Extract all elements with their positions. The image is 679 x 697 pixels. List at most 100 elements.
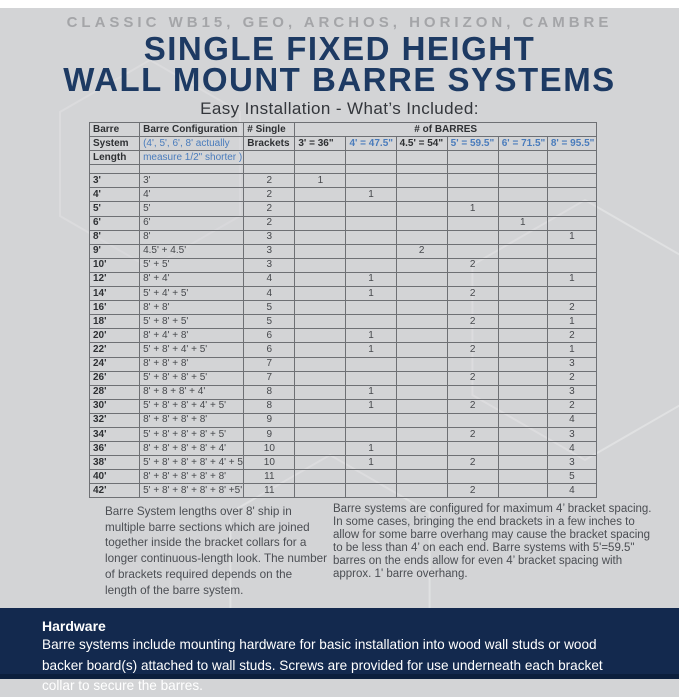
cell-barre-count-2 [395, 342, 448, 358]
cell-barre-count-3 [446, 412, 499, 428]
cell-barre-count-1: 1 [345, 328, 397, 344]
cell-barre-count-2 [395, 328, 448, 344]
header-col2-line3: measure 1/2" shorter ) [139, 150, 245, 166]
cell-length: 9' [88, 243, 141, 259]
cell-barre-count-4 [497, 398, 548, 414]
cell-barre-count-2 [395, 426, 448, 443]
cell-barre-count-4 [497, 328, 548, 344]
page-subtitle: Easy Installation - What’s Included: [200, 99, 479, 118]
cell-configuration: 6' [139, 215, 245, 231]
cell-configuration: 5' + 8' + 8' + 8' + 4' + 5' [139, 455, 245, 471]
table-row: 32' 8' + 8' + 8' + 8' 9 4 [88, 412, 598, 428]
cell-barre-count-5: 4 [546, 441, 598, 457]
hardware-section: Hardware Barre systems include mounting … [0, 608, 679, 693]
cell-barre-count-1: 1 [345, 384, 397, 400]
cell-length: 20' [88, 328, 141, 344]
cell-barre-count-4 [497, 187, 548, 203]
table-row: 20' 8' + 4' + 8' 6 1 2 [88, 328, 598, 344]
header-barre-size-1: 4' = 47.5" [345, 136, 397, 152]
cell-barre-count-2 [395, 187, 448, 203]
cell-brackets: 4 [243, 271, 296, 288]
cell-barre-count-5: 4 [546, 412, 598, 428]
cell-length: 36' [88, 441, 141, 457]
header-col3-line1: # Single [243, 121, 296, 138]
cell-barre-count-2 [395, 173, 448, 189]
cell-brackets: 8 [243, 384, 296, 400]
cell-brackets: 7 [243, 370, 296, 386]
hardware-body: Barre systems include mounting hardware … [42, 637, 603, 693]
cell-barre-count-0 [294, 370, 347, 386]
table-header-row-3: Length measure 1/2" shorter ) [88, 150, 598, 166]
cell-configuration: 5' + 8' + 8' + 4' + 5' [139, 398, 245, 414]
cell-barre-count-1 [345, 483, 397, 499]
cell-barre-count-2 [395, 257, 448, 273]
cell-barre-count-5: 1 [546, 229, 598, 245]
cell-barre-count-5: 4 [546, 483, 598, 499]
cell-barre-count-1: 1 [345, 187, 397, 203]
cell-configuration: 5' + 8' + 4' + 5' [139, 342, 245, 358]
header-barre-size-4: 6' = 71.5" [497, 136, 548, 152]
table-header-row-1: Barre Barre Configuration # Single # of … [88, 121, 597, 138]
note-bracket-spacing: Barre systems are configured for maximum… [333, 503, 652, 581]
cell-barre-count-3: 2 [446, 370, 499, 386]
cell-barre-count-1 [345, 215, 397, 231]
cell-barre-count-4 [497, 455, 548, 471]
cell-barre-count-5 [546, 187, 598, 203]
cell-barre-count-4 [497, 356, 548, 372]
spacer-cell [395, 164, 448, 175]
cell-barre-count-4 [497, 257, 548, 273]
cell-barre-count-2 [395, 384, 448, 400]
cell-barre-count-1 [345, 426, 397, 443]
cell-barre-count-2 [395, 398, 448, 414]
cell-barre-count-2 [395, 356, 448, 372]
cell-brackets: 11 [243, 469, 296, 485]
cell-barre-count-2 [395, 469, 448, 485]
cell-barre-count-5: 3 [546, 426, 598, 443]
cell-barre-count-4 [497, 173, 548, 189]
spacer-cell [446, 164, 499, 175]
barre-systems-table: Barre Barre Configuration # Single # of … [88, 121, 598, 499]
cell-barre-count-0 [294, 257, 347, 273]
table-row: 10' 5' + 5' 3 2 [88, 257, 598, 273]
header-col1-line2: System [88, 136, 141, 152]
table-row: 22' 5' + 8' + 4' + 5' 6 1 2 1 [88, 342, 598, 358]
cell-brackets: 2 [243, 187, 296, 203]
table-row: 14' 5' + 4' + 5' 4 1 2 [88, 286, 598, 302]
cell-length: 18' [88, 314, 141, 330]
cell-length: 10' [88, 257, 141, 273]
cell-barre-count-2 [395, 455, 448, 471]
cell-brackets: 10 [243, 441, 296, 457]
hardware-heading: Hardware [42, 618, 106, 634]
spacer-cell [243, 164, 296, 175]
cell-barre-count-4 [497, 384, 548, 400]
cell-barre-count-3: 2 [446, 398, 499, 414]
cell-barre-count-0 [294, 356, 347, 372]
cell-length: 8' [88, 229, 141, 245]
cell-barre-count-3 [446, 300, 499, 316]
table-row: 30' 5' + 8' + 8' + 4' + 5' 8 1 2 2 [88, 398, 598, 414]
page-title: SINGLE FIXED HEIGHT WALL MOUNT BARRE SYS… [0, 32, 679, 96]
table-row: 28' 8' + 8 + 8' + 4' 8 1 3 [88, 384, 598, 400]
cell-configuration: 8' + 8' + 8' [139, 356, 245, 372]
cell-barre-count-0 [294, 398, 347, 414]
cell-barre-count-0 [294, 412, 347, 428]
cell-barre-count-0 [294, 229, 347, 245]
cell-length: 24' [88, 356, 141, 372]
cell-barre-count-5: 3 [546, 455, 598, 471]
cell-barre-count-4 [497, 412, 548, 428]
header-empty-cell [345, 150, 397, 166]
spacer-cell [497, 164, 548, 175]
header-col3-line3 [243, 150, 296, 166]
cell-configuration: 8' + 8' + 8' + 8' + 8' [139, 469, 245, 485]
cell-barre-count-3: 2 [446, 426, 499, 443]
cell-barre-count-0 [294, 328, 347, 344]
table-row: 12' 8' + 4' 4 1 1 [88, 271, 598, 288]
table-row: 34' 5' + 8' + 8' + 8' + 5' 9 2 3 [88, 426, 598, 443]
table-row: 8' 8' 3 1 [88, 229, 598, 245]
cell-barre-count-3 [446, 229, 499, 245]
table-row: 24' 8' + 8' + 8' 7 3 [88, 356, 598, 372]
cell-barre-count-4 [497, 300, 548, 316]
cell-barre-count-4 [497, 370, 548, 386]
cell-barre-count-1: 1 [345, 455, 397, 471]
cell-barre-count-1 [345, 257, 397, 273]
